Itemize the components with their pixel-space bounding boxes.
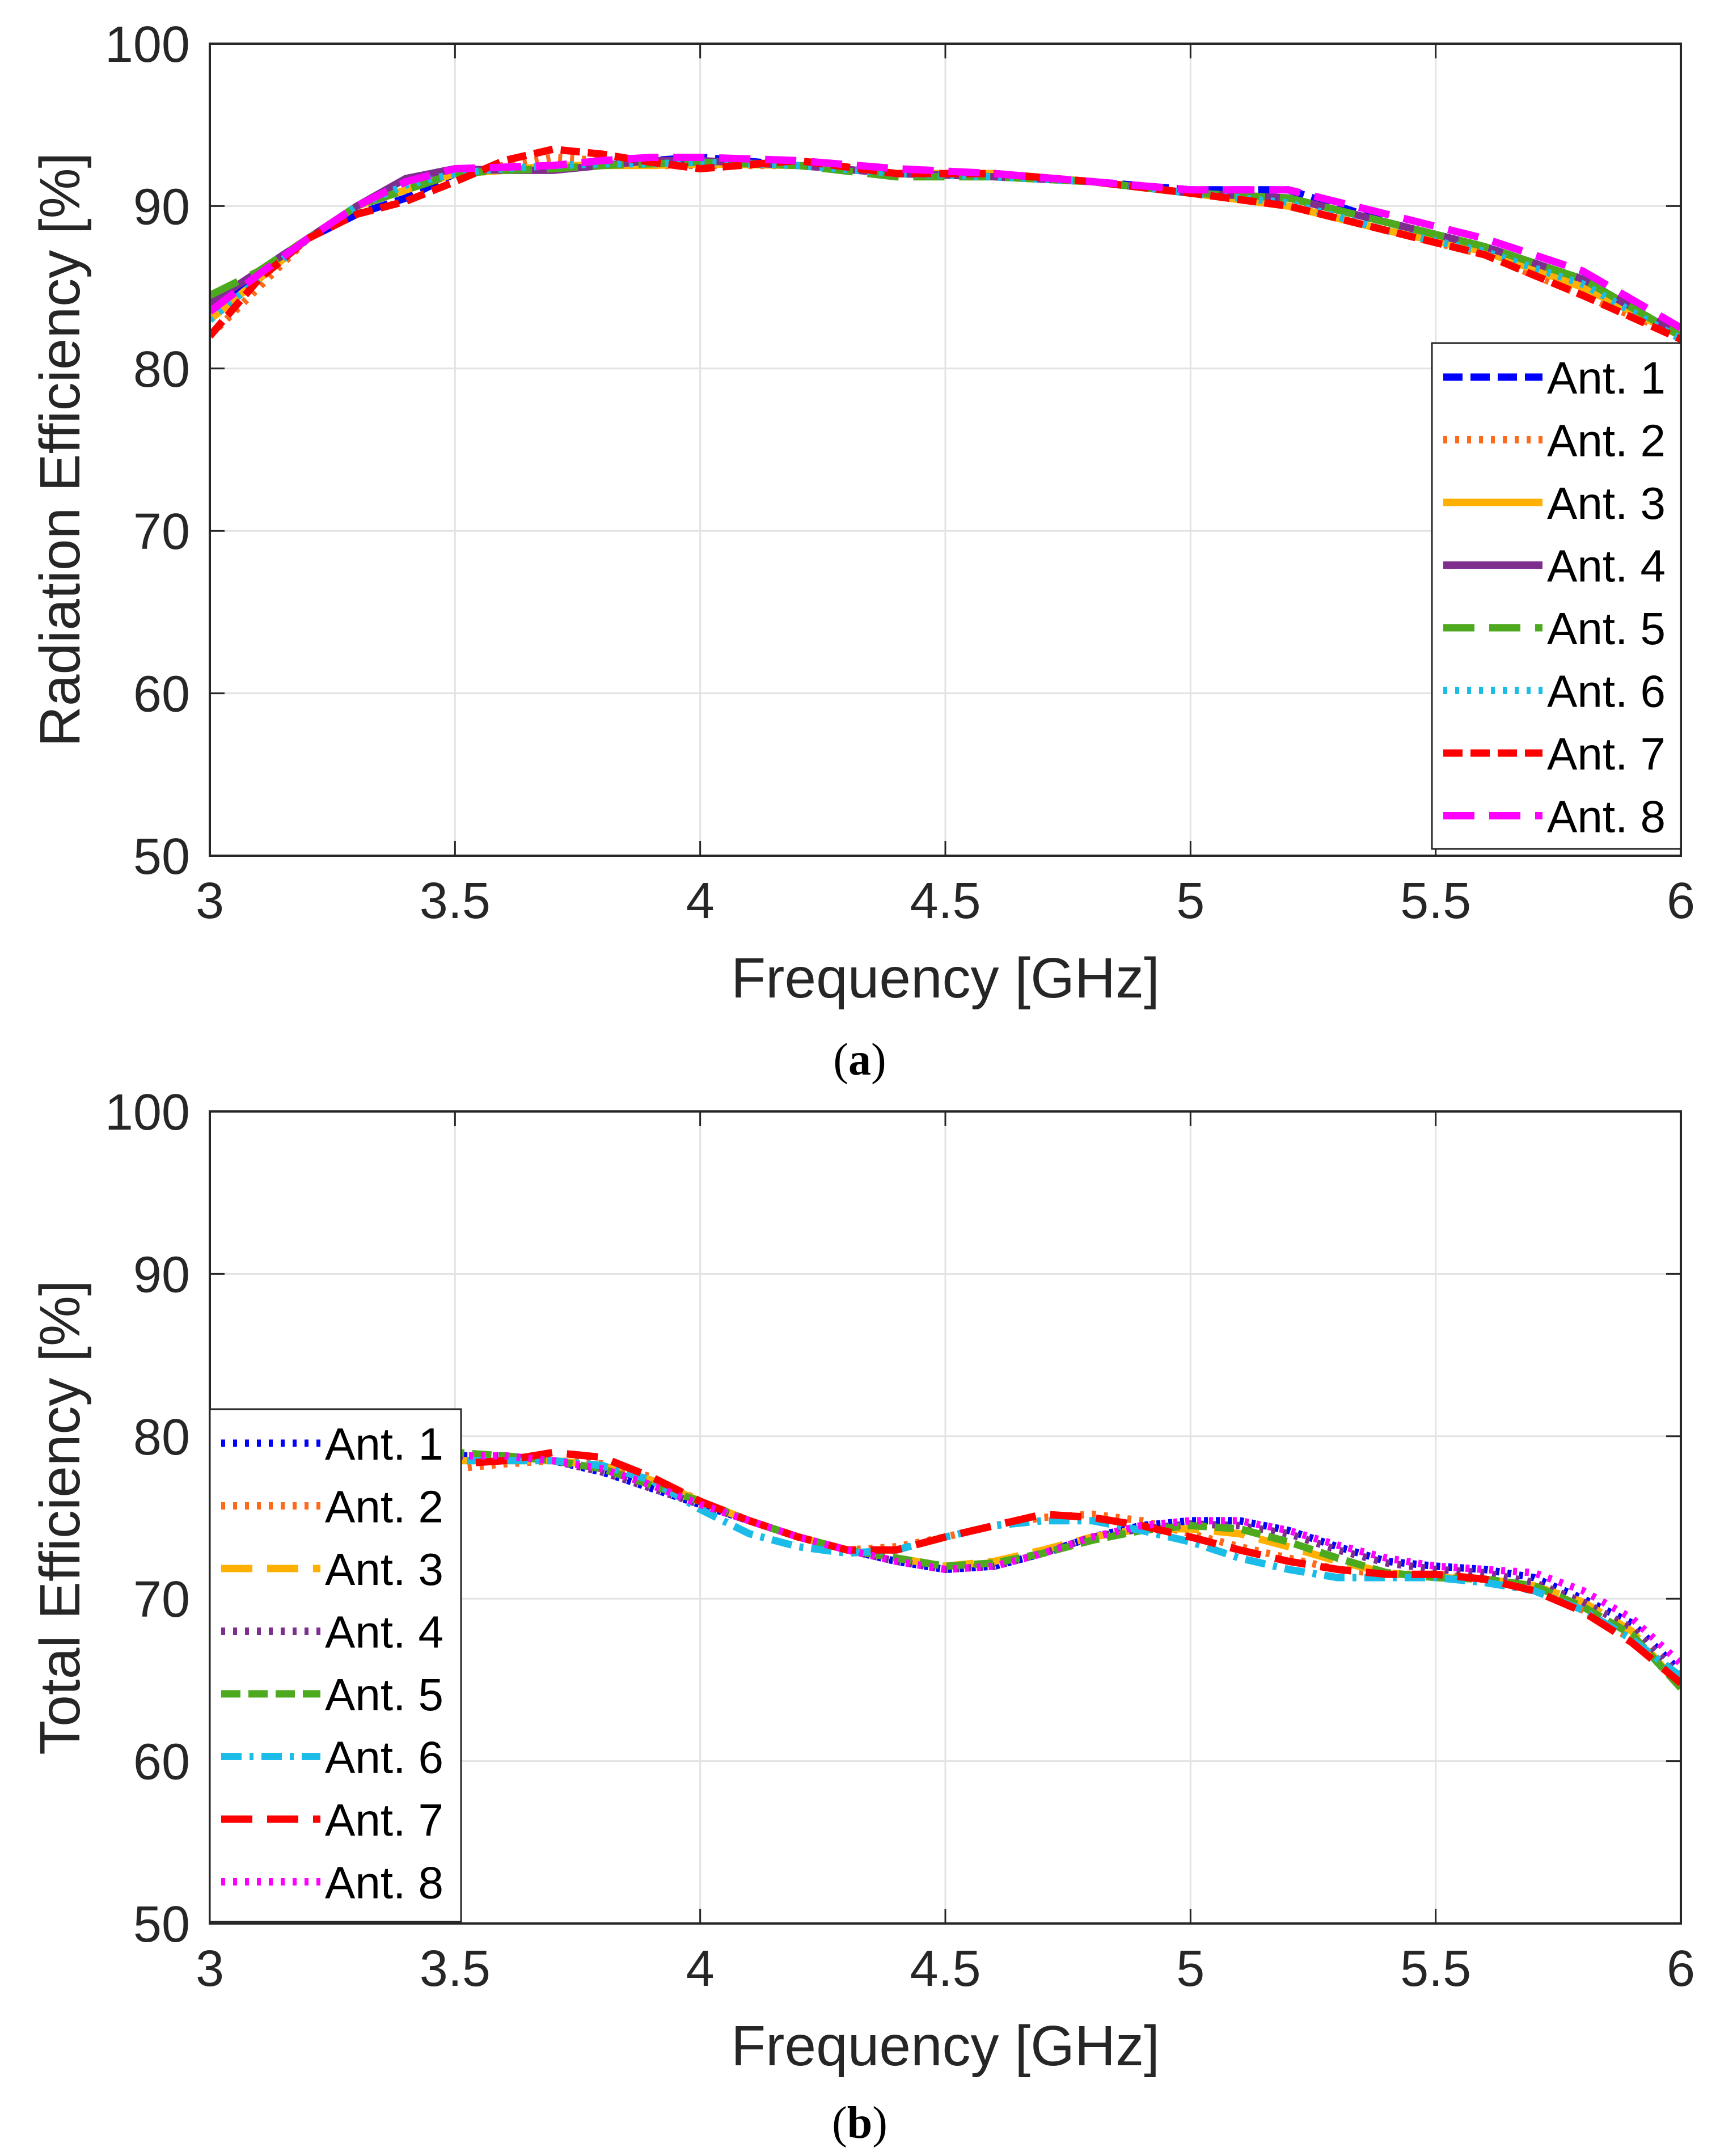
x-tick-label: 3 [196, 873, 224, 929]
chart-b: 3 3.5 4 4.5 5 5.5 6 50 60 70 80 90 100 Frequency [GHz… [28, 1084, 1695, 2078]
legend-label: Ant. 1 [1547, 353, 1666, 403]
x-tick-label: 3.5 [420, 1941, 491, 1997]
legend-label: Ant. 2 [325, 1482, 443, 1532]
x-tick-label: 5 [1176, 1941, 1205, 1997]
legend-label: Ant. 5 [325, 1669, 443, 1720]
x-tick-label: 3.5 [420, 873, 491, 929]
series-line-ant4 [210, 1452, 1681, 1892]
legend-box [1431, 342, 1682, 850]
x-tick-label: 4 [686, 1941, 715, 1997]
y-tick-label: 60 [133, 666, 190, 723]
chart-a: 3 3.5 4 4.5 5 5.5 6 50 60 70 80 90 100 Frequency [GHz… [28, 16, 1695, 1010]
x-tick-label: 4 [686, 873, 715, 929]
y-tick-label: 50 [133, 828, 190, 885]
x-tick-label: 5 [1176, 873, 1205, 929]
legend-label: Ant. 3 [325, 1544, 443, 1595]
legend-label: Ant. 4 [1547, 541, 1666, 591]
x-tick-label: 3 [196, 1941, 224, 1997]
y-axis-label: Radiation Efficiency [%] [28, 153, 92, 747]
x-tick-label: 5.5 [1400, 873, 1471, 929]
x-tick-label: 4.5 [910, 873, 981, 929]
y-tick-label: 90 [133, 179, 190, 235]
legend-label: Ant. 6 [325, 1732, 443, 1783]
series-line-ant8 [210, 154, 1681, 331]
y-tick-label: 100 [105, 16, 190, 73]
legend-label: Ant. 1 [325, 1419, 443, 1469]
y-tick-label: 70 [133, 1571, 190, 1628]
y-tick-label: 80 [133, 1409, 190, 1466]
legend: Ant. 1 Ant. 2 Ant. 3 Ant. 4 Ant. 5 Ant. 6 Ant.… [209, 1408, 462, 1923]
caption-a: (a) [833, 1035, 886, 1085]
x-tick-label: 6 [1667, 1941, 1695, 1997]
legend-label: Ant. 3 [1547, 478, 1666, 529]
y-tick-label: 50 [133, 1896, 190, 1953]
y-tick-label: 60 [133, 1734, 190, 1791]
legend-label: Ant. 4 [325, 1607, 443, 1658]
legend-label: Ant. 8 [325, 1858, 443, 1908]
legend-label: Ant. 7 [325, 1795, 443, 1845]
x-tick-label: 4.5 [910, 1941, 981, 1997]
x-tick-label: 6 [1667, 873, 1695, 929]
x-axis-label: Frequency [GHz] [731, 946, 1160, 1010]
legend-box [209, 1408, 462, 1923]
y-axis-label: Total Efficiency [%] [28, 1280, 92, 1755]
y-tick-label: 80 [133, 341, 190, 398]
y-tick-label: 70 [133, 504, 190, 560]
series-group [210, 145, 1681, 343]
y-tick-label: 90 [133, 1246, 190, 1303]
legend: Ant. 1 Ant. 2 Ant. 3 Ant. 4 Ant. 5 Ant. 6 Ant.… [1431, 342, 1682, 850]
legend-label: Ant. 7 [1547, 729, 1666, 779]
legend-label: Ant. 8 [1547, 792, 1666, 842]
legend-label: Ant. 5 [1547, 603, 1666, 654]
series-line-ant7 [210, 145, 1681, 343]
x-tick-label: 5.5 [1400, 1941, 1471, 1997]
y-tick-label: 100 [105, 1084, 190, 1141]
caption-b: (b) [832, 2098, 888, 2148]
legend-label: Ant. 2 [1547, 416, 1666, 466]
legend-label: Ant. 6 [1547, 666, 1666, 717]
x-axis-label: Frequency [GHz] [731, 2014, 1160, 2078]
